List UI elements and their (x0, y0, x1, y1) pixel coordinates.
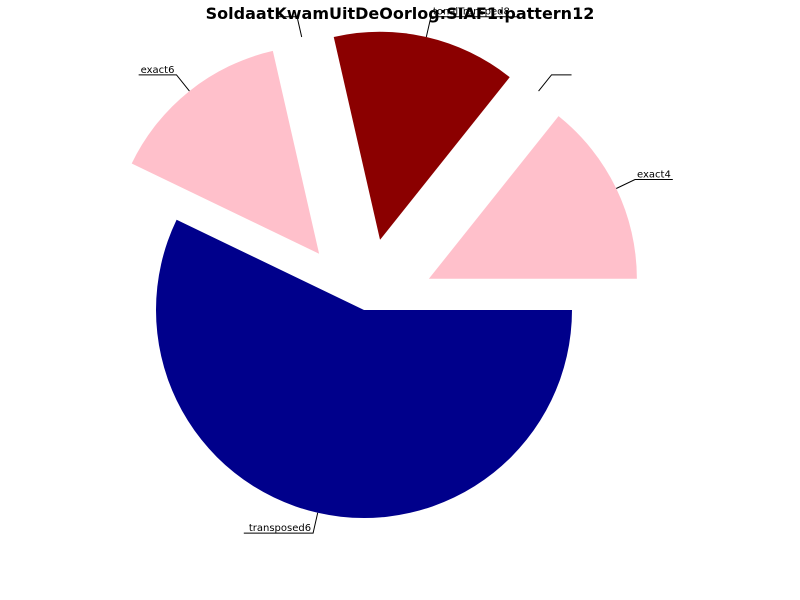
leader-line-transposed6 (243, 512, 319, 534)
leader-line-tonalTransped8 (425, 16, 520, 38)
leader-line-exact4 (616, 178, 673, 189)
pie-labels: exact4 tonalTransped8 exact6 transposed6 (138, 7, 673, 534)
leader-line-3 (277, 16, 303, 38)
pie-slice-exact6 (131, 50, 320, 254)
pie-slice-exact4 (428, 116, 637, 279)
slice-label-tonalTransped8: tonalTransped8 (433, 7, 510, 18)
pie-slice-tonalTransped8 (333, 31, 510, 240)
slice-label-exact4: exact4 (637, 169, 671, 180)
leader-line-1 (538, 74, 572, 92)
chart-title: SoldaatKwamUitDeOorlog:SIAF1:pattern12 (205, 4, 595, 23)
slice-label-transposed6: transposed6 (249, 523, 311, 534)
pie-slices (131, 31, 637, 519)
slice-label-exact6: exact6 (141, 65, 175, 76)
pie-slice-transposed6 (155, 219, 572, 519)
leader-line-exact6 (138, 74, 190, 92)
